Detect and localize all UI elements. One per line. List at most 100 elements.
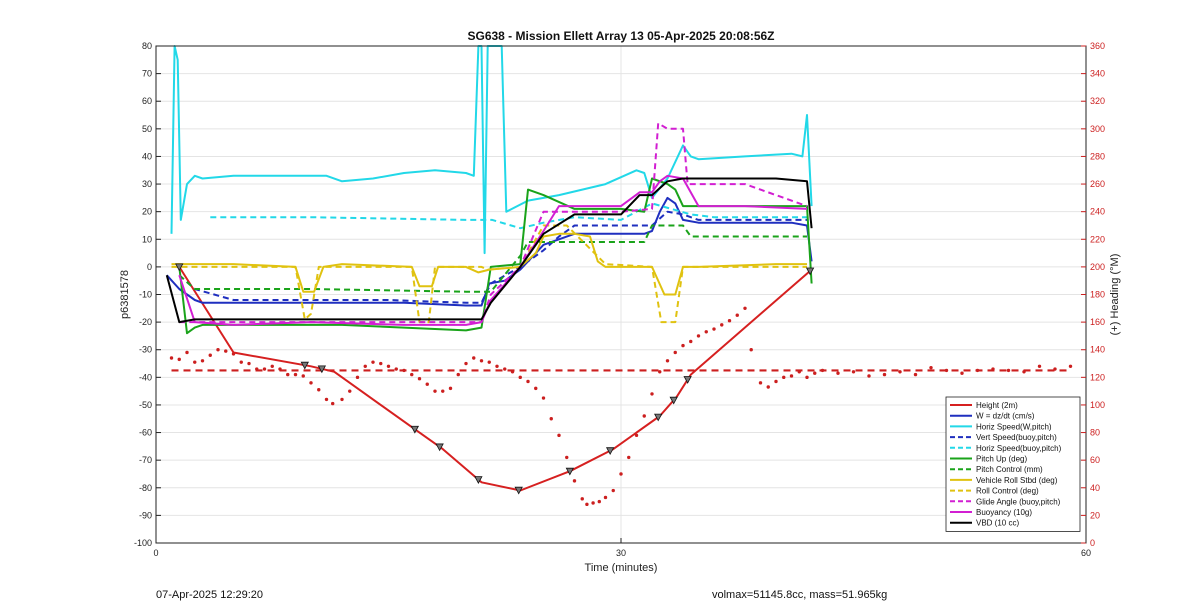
heading-point — [479, 359, 484, 363]
legend-label: Pitch Control (mm) — [976, 465, 1043, 474]
x-axis-label: Time (minutes) — [585, 562, 658, 574]
y-tick-label: 50 — [142, 124, 152, 134]
right-y-tick-label: 280 — [1090, 151, 1105, 161]
y-tick-label: -10 — [139, 290, 152, 300]
heading-point — [348, 389, 352, 393]
heading-point — [627, 455, 631, 460]
y-tick-label: -80 — [139, 483, 152, 493]
height-marker — [474, 476, 483, 484]
heading-point — [270, 364, 274, 368]
heading-point — [805, 375, 809, 380]
y-tick-label: 20 — [142, 207, 152, 217]
heading-point — [331, 401, 335, 406]
heading-point — [472, 356, 476, 360]
series-lines — [165, 45, 813, 492]
right-y-tick-label: 180 — [1090, 290, 1105, 300]
legend: Height (2m) W = dz/dt (cm/s)Horiz Speed(W… — [945, 396, 1081, 532]
right-y-tick-label: 240 — [1090, 207, 1105, 217]
y-tick-label: 70 — [142, 69, 152, 79]
heading-point — [177, 357, 181, 362]
heading-point — [735, 313, 739, 317]
legend-label: Roll Control (deg) — [976, 487, 1039, 496]
footer-timestamp: 07-Apr-2025 12:29:20 — [156, 589, 263, 601]
heading-point — [591, 501, 595, 505]
height-marker — [669, 396, 678, 405]
height-marker — [514, 486, 523, 495]
heading-point — [689, 339, 693, 344]
legend-box — [945, 396, 1081, 532]
height-marker — [605, 447, 615, 456]
heading-point — [650, 392, 654, 396]
heading-point — [169, 356, 174, 360]
right-y-tick-label: 120 — [1090, 372, 1105, 382]
heading-point — [363, 364, 367, 368]
legend-label: Horiz Speed(W,pitch) — [976, 422, 1052, 431]
heading-point — [836, 371, 840, 375]
heading-point — [410, 372, 414, 377]
legend-label: Vehicle Roll Stbd (deg) — [976, 476, 1058, 485]
legend-label: Pitch Up (deg) — [976, 455, 1027, 464]
heading-point — [1068, 364, 1073, 368]
height-marker — [317, 365, 327, 374]
x-tick-label: 30 — [616, 548, 626, 558]
heading-point — [456, 372, 460, 377]
heading-point — [774, 379, 778, 384]
heading-point — [789, 374, 794, 378]
heading-point — [433, 389, 437, 393]
height-marker — [654, 413, 663, 422]
height-marker — [683, 376, 692, 384]
heading-point — [541, 396, 546, 400]
heading-point — [991, 367, 995, 371]
height-marker — [565, 467, 575, 476]
heading-point — [882, 372, 887, 377]
y-tick-label: 10 — [142, 234, 152, 244]
legend-label: Glide Angle (buoy,pitch) — [976, 497, 1061, 506]
heading-point — [580, 497, 584, 501]
series-line-4 — [210, 202, 807, 230]
heading-point — [565, 455, 569, 460]
right-y-tick-label: 220 — [1090, 234, 1105, 244]
height-markers — [175, 263, 815, 495]
heading-point — [239, 360, 243, 364]
heading-point — [898, 370, 902, 374]
heading-point — [681, 343, 685, 348]
x-tick-label: 0 — [153, 548, 158, 558]
right-y-tick-label: 320 — [1090, 96, 1105, 106]
y-tick-label: -60 — [139, 428, 152, 438]
y-tick-label: -20 — [139, 317, 152, 327]
heading-point — [386, 364, 391, 368]
series-line-2 — [170, 45, 813, 255]
legend-label: W = dz/dt (cm/s) — [976, 412, 1035, 421]
heading-point — [597, 499, 601, 504]
heading-point — [448, 386, 453, 391]
heading-point — [301, 374, 305, 378]
heading-point — [851, 370, 856, 374]
heading-series — [169, 306, 1073, 507]
right-y-tick-label: 20 — [1090, 510, 1100, 520]
y-tick-label: -30 — [139, 345, 152, 355]
y-tick-label: -70 — [139, 455, 152, 465]
series-line-6 — [178, 224, 807, 293]
height-marker — [175, 263, 184, 272]
height-marker — [435, 443, 444, 452]
heading-point — [487, 360, 491, 364]
series-line-5 — [178, 177, 813, 335]
heading-point — [193, 360, 197, 364]
heading-point — [749, 348, 753, 352]
heading-point — [224, 349, 228, 353]
right-y-tick-label: 60 — [1090, 455, 1100, 465]
right-y-tick-label: 260 — [1090, 179, 1105, 189]
heading-point — [960, 371, 964, 375]
y-tick-label: -100 — [134, 538, 152, 548]
heading-point — [634, 433, 639, 438]
heading-point — [766, 385, 770, 389]
heading-point — [526, 379, 530, 384]
heading-point — [371, 360, 375, 364]
heading-point — [585, 502, 589, 507]
y-tick-label: 80 — [142, 41, 152, 51]
heading-point — [1006, 368, 1011, 373]
heading-point — [185, 350, 189, 355]
x-tick-label: 60 — [1081, 548, 1091, 558]
right-y-axis-label: (+) Heading (°M) — [1109, 254, 1121, 336]
